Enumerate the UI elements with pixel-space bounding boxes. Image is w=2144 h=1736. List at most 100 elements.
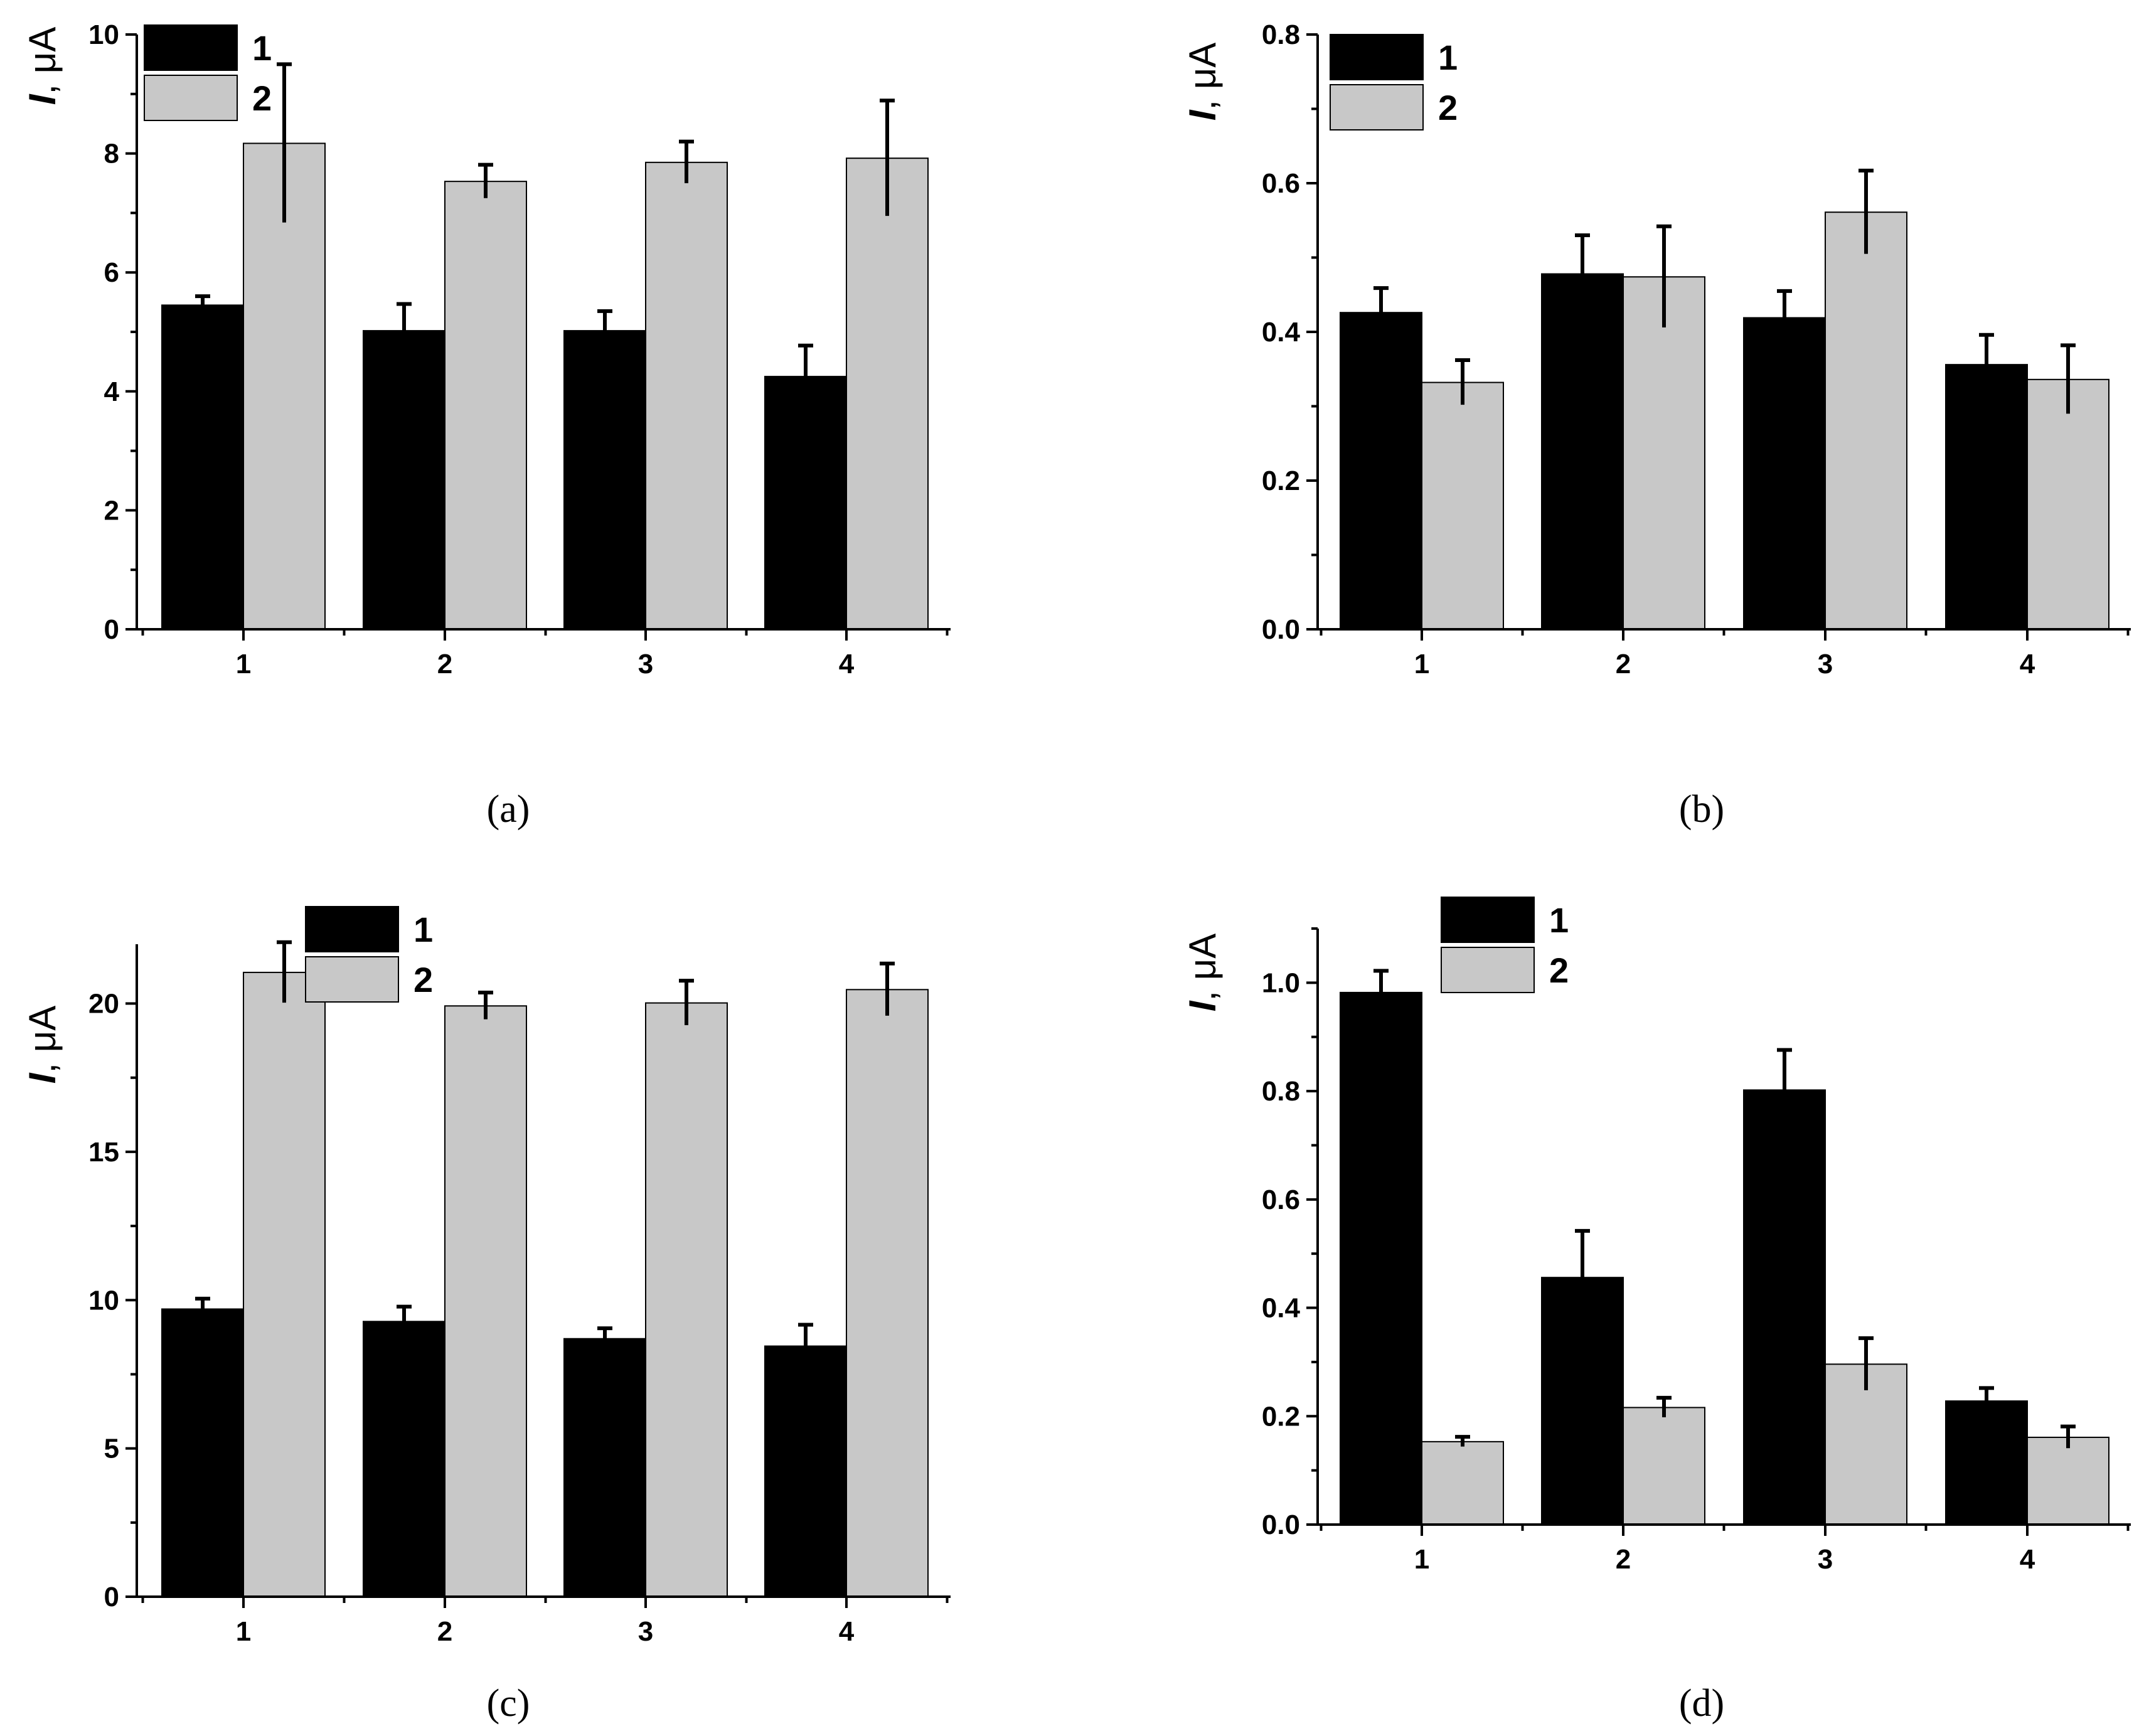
panel-c-bar-series1-cat2 [363, 1321, 445, 1597]
panel-a-bar-series1-cat3 [563, 330, 646, 630]
panel-d-x-tick-label: 3 [1818, 1544, 1833, 1575]
panel-a-y-tick-label: 0 [104, 614, 119, 645]
panel-a-legend-swatch-1 [144, 24, 238, 71]
panel-b-plot: 0.0 0.2 0.4 0.6 0.8 1 2 3 4 1 2 [1262, 19, 2131, 679]
panel-a-bar-series2-cat2 [444, 181, 527, 630]
panel-b-y-axis-label: I, μA [1181, 43, 1224, 121]
panel-c-bar-series2-cat3 [645, 1002, 728, 1597]
panel-c-caption: (c) [487, 1682, 530, 1725]
panel-c-bar-series2-cat2 [444, 1005, 527, 1597]
panel-a-bar-series2-cat1 [243, 142, 326, 630]
panel-c-legend-label-2: 2 [413, 960, 433, 999]
panel-b-y-tick-label: 0.0 [1262, 614, 1300, 645]
panel-a-y-tick-label: 6 [104, 257, 119, 288]
panel-a-y-tick-label: 4 [104, 376, 120, 407]
panel-a-bar-series1-cat4 [764, 376, 847, 630]
panel-c-legend-swatch-2 [305, 956, 399, 1003]
panel-b-bar-series1-cat1 [1340, 312, 1422, 630]
panel-c-bar-series1-cat1 [161, 1308, 244, 1598]
panel-d-bar-series2-cat2 [1623, 1407, 1705, 1526]
panel-d-x-tick-label: 1 [1414, 1544, 1429, 1575]
panel-d-x-tick-label: 4 [2020, 1544, 2035, 1575]
panel-d-y-tick-label: 0.0 [1262, 1510, 1300, 1540]
panel-c-y-tick-label: 10 [88, 1285, 119, 1316]
panel-d-y-tick-label: 0.8 [1262, 1076, 1300, 1107]
panel-b-legend-swatch-2 [1330, 84, 1424, 130]
panel-a-x-tick-label: 3 [638, 649, 653, 679]
panel-a-legend-label-1: 1 [252, 28, 272, 68]
panel-d-bar-series2-cat4 [2027, 1436, 2109, 1526]
panel-c-y-tick-label: 20 [88, 989, 119, 1020]
panel-a-legend-label-2: 2 [252, 78, 272, 118]
panel-b-bar-series1-cat4 [1945, 364, 2028, 630]
panel-a-x-tick-label: 4 [839, 649, 855, 679]
panel-c: 0 5 10 15 20 1 2 3 4 1 2 I, μA (c) [21, 906, 951, 1725]
panel-d-bar-series2-cat1 [1421, 1440, 1504, 1525]
panel-d-x-tick-label: 2 [1616, 1544, 1631, 1575]
panel-c-y-axis-label: I, μA [21, 1006, 63, 1084]
panel-d-y-tick-label: 0.2 [1262, 1401, 1300, 1432]
panel-d-legend-label-1: 1 [1549, 900, 1569, 940]
panel-c-y-tick-label: 5 [104, 1434, 119, 1464]
panel-b-y-tick-label: 0.4 [1262, 317, 1301, 348]
panel-c-bar-series1-cat3 [563, 1338, 646, 1598]
panel-b-legend-swatch-1 [1330, 34, 1424, 80]
panel-a-bar-series1-cat1 [161, 304, 244, 630]
panel-c-plot: 0 5 10 15 20 1 2 3 4 1 2 [88, 906, 951, 1647]
panel-b-legend-label-2: 2 [1438, 88, 1458, 127]
panel-a-y-axis-label: I, μA [21, 27, 63, 105]
panel-d-legend-label-2: 2 [1549, 951, 1569, 990]
panel-d-caption: (d) [1679, 1682, 1724, 1725]
panel-b-bar-series1-cat3 [1743, 317, 1826, 630]
panel-b-x-tick-label: 4 [2020, 649, 2035, 679]
panel-c-x-tick-label: 1 [236, 1616, 251, 1647]
panel-d-y-axis-label: I, μA [1181, 934, 1224, 1012]
panel-b-x-tick-label: 3 [1818, 649, 1833, 679]
panel-c-bar-series2-cat4 [846, 989, 929, 1597]
panel-b-legend-label-1: 1 [1438, 38, 1458, 77]
panel-c-x-tick-label: 3 [638, 1616, 653, 1647]
panel-c-bar-series1-cat4 [764, 1345, 847, 1597]
panel-b-y-tick-label: 0.2 [1262, 466, 1300, 496]
panel-a-x-tick-label: 1 [236, 649, 251, 679]
panel-b-y-tick-label: 0.8 [1262, 19, 1300, 50]
panel-a-bar-series1-cat2 [363, 330, 445, 630]
panel-b-caption: (b) [1679, 788, 1724, 831]
panel-b-x-tick-label: 1 [1414, 649, 1429, 679]
panel-b-x-tick-label: 2 [1616, 649, 1631, 679]
panel-d-legend-swatch-2 [1441, 947, 1535, 993]
panel-a-caption: (a) [487, 788, 530, 831]
panel-a-y-tick-label: 10 [88, 19, 119, 50]
panel-c-legend-label-1: 1 [413, 910, 433, 949]
panel-b-bar-series2-cat3 [1825, 211, 1907, 630]
panel-d-y-tick-label: 0.6 [1262, 1185, 1300, 1215]
panel-c-y-tick-label: 0 [104, 1582, 119, 1612]
panel-d-bar-series1-cat1 [1340, 991, 1422, 1525]
panel-b-y-tick-label: 0.6 [1262, 168, 1300, 199]
panel-b-bar-series2-cat1 [1421, 381, 1504, 631]
panel-b-bar-series2-cat4 [2027, 378, 2109, 631]
panel-d-plot: 0.0 0.2 0.4 0.6 0.8 1.0 1 2 3 4 1 2 [1262, 897, 2131, 1575]
panel-b-bar-series2-cat2 [1623, 276, 1705, 630]
panel-c-bar-series2-cat1 [243, 971, 326, 1597]
panel-d-y-tick-label: 0.4 [1262, 1293, 1301, 1324]
panel-d-y-tick-label: 1.0 [1262, 967, 1300, 998]
panel-a-y-tick-label: 2 [104, 495, 119, 526]
panel-d-bar-series1-cat3 [1743, 1089, 1826, 1525]
panel-a-y-tick-label: 8 [104, 139, 119, 169]
panel-b-bar-series1-cat2 [1541, 273, 1624, 630]
panel-c-y-tick-label: 15 [88, 1137, 119, 1168]
panel-c-legend-swatch-1 [305, 906, 399, 952]
panel-c-x-tick-label: 2 [437, 1616, 452, 1647]
panel-a-legend-swatch-2 [144, 75, 238, 121]
panel-d-bar-series1-cat4 [1945, 1400, 2028, 1525]
panel-a-x-tick-label: 2 [437, 649, 452, 679]
panel-a-bar-series2-cat4 [846, 157, 929, 630]
panel-d: 0.0 0.2 0.4 0.6 0.8 1.0 1 2 3 4 1 2 I, μA (d) [1181, 897, 2131, 1725]
panel-a-bar-series2-cat3 [645, 161, 728, 630]
panel-d-legend-swatch-1 [1441, 897, 1535, 943]
panel-b: 0.0 0.2 0.4 0.6 0.8 1 2 3 4 1 2 I, μA (b) [1181, 19, 2131, 831]
